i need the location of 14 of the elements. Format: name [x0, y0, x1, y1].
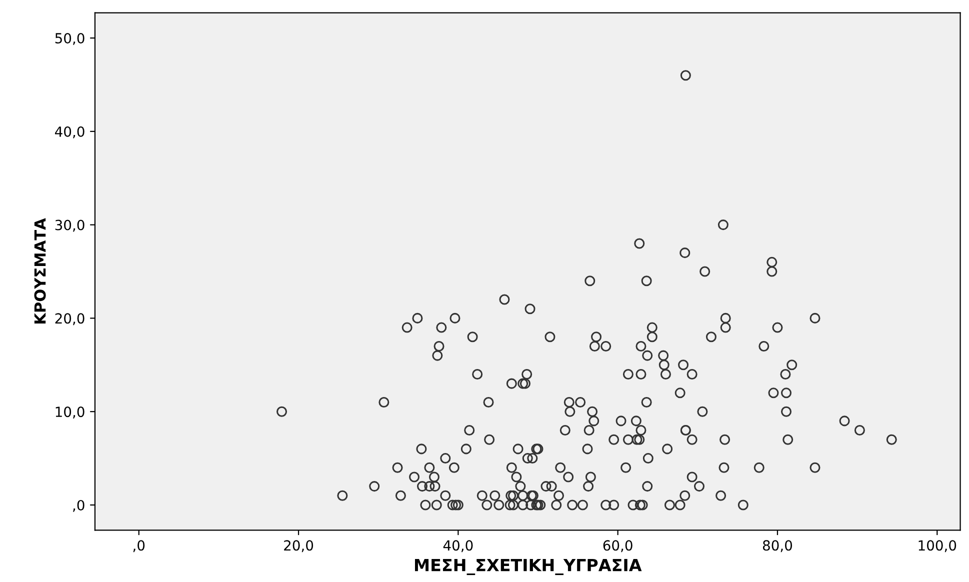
x-tick-label: ,0	[133, 540, 145, 552]
x-axis-title: ΜΕΣΗ_ΣΧΕΤΙΚΗ_ΥΓΡΑΣΙΑ	[414, 558, 642, 576]
y-tick-label: 20,0	[55, 313, 84, 326]
x-tick-label: 80,0	[762, 540, 792, 552]
x-tick-label: 40,0	[443, 540, 473, 552]
x-tick-label: 20,0	[284, 540, 314, 552]
y-tick-label: ,0	[73, 500, 84, 512]
y-axis-title: ΚΡΟΥΣΜΑΤΑ	[34, 218, 46, 324]
y-tick-label: 50,0	[55, 32, 84, 45]
x-tick-label: 60,0	[603, 540, 632, 552]
y-tick-label: 30,0	[55, 220, 84, 232]
y-tick-label: 40,0	[54, 126, 84, 138]
x-tick-label: 100,0	[918, 540, 956, 552]
y-tick-label: 10,0	[56, 406, 84, 418]
